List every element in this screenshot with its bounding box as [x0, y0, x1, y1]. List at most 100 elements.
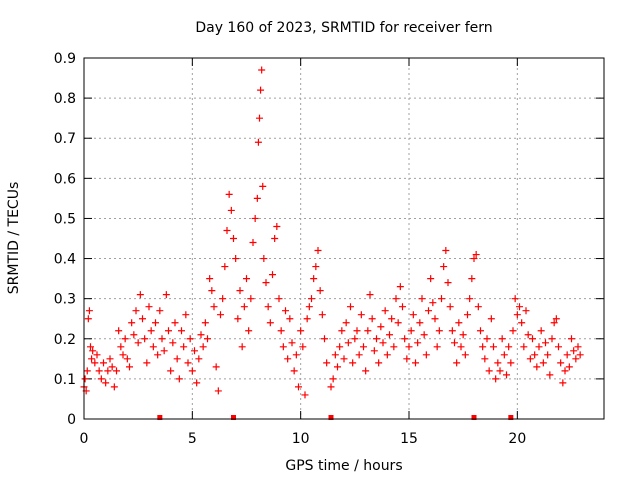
x-tick-label: 20	[508, 431, 526, 447]
data-point	[362, 367, 370, 375]
plot-frame	[83, 57, 605, 420]
data-point	[269, 271, 276, 279]
data-point	[516, 303, 523, 311]
y-tick-label: 0.2	[54, 332, 76, 348]
data-point	[230, 235, 237, 242]
data-point	[572, 355, 580, 363]
chart-title: Day 160 of 2023, SRMTID for receiver fer…	[195, 20, 492, 36]
data-point	[303, 315, 311, 323]
data-point	[108, 363, 116, 371]
x-tick-label: 10	[292, 431, 310, 447]
data-point	[156, 307, 164, 315]
data-point	[438, 295, 445, 303]
data-point	[84, 315, 92, 323]
data-point	[427, 275, 435, 283]
data-point	[290, 367, 298, 375]
data-point	[451, 339, 458, 347]
data-point	[468, 275, 476, 283]
data-point	[563, 351, 571, 359]
data-point	[529, 335, 536, 343]
data-point	[513, 311, 521, 319]
y-tick-label: 0.7	[54, 131, 76, 147]
data-point	[245, 327, 253, 335]
data-point	[295, 383, 302, 391]
data-point	[221, 263, 229, 271]
data-point	[299, 343, 307, 351]
data-point	[331, 351, 339, 359]
data-point	[180, 343, 188, 351]
data-point	[102, 379, 110, 387]
data-point	[418, 295, 426, 303]
data-point	[570, 347, 578, 355]
data-point	[162, 291, 170, 299]
data-point	[537, 327, 545, 335]
data-point	[366, 291, 374, 299]
data-point	[405, 343, 413, 351]
data-point	[251, 214, 259, 222]
data-point	[464, 311, 471, 319]
gap-marker	[231, 415, 236, 420]
data-point	[89, 347, 97, 355]
data-point	[318, 311, 326, 319]
gap-marker	[328, 415, 334, 420]
data-point	[455, 319, 463, 327]
data-point	[210, 303, 218, 311]
data-point	[240, 303, 248, 311]
data-point	[453, 359, 461, 367]
data-point	[188, 367, 196, 375]
data-point	[134, 339, 142, 347]
data-point	[191, 347, 198, 355]
y-tick-label: 0.4	[54, 252, 76, 268]
data-point	[474, 303, 482, 311]
data-point	[91, 359, 99, 367]
data-point	[500, 351, 508, 359]
data-point	[353, 327, 361, 335]
data-point	[518, 319, 526, 327]
data-point	[544, 351, 552, 359]
data-point	[154, 351, 162, 359]
data-point	[550, 319, 558, 327]
data-point	[399, 303, 406, 311]
y-tick-label: 0.8	[54, 91, 76, 107]
data-point	[165, 327, 172, 335]
data-point	[334, 363, 341, 371]
data-point	[85, 307, 93, 315]
data-point	[448, 327, 456, 335]
data-point	[542, 339, 549, 347]
data-point	[254, 138, 262, 146]
data-point	[87, 343, 94, 351]
data-point	[485, 367, 493, 375]
data-point	[158, 335, 166, 343]
data-point	[199, 343, 207, 351]
data-point	[526, 355, 534, 363]
data-point	[171, 319, 179, 327]
data-point	[260, 255, 268, 263]
data-point	[284, 355, 292, 363]
data-point	[136, 291, 144, 299]
data-point	[119, 351, 127, 359]
data-point	[178, 327, 185, 335]
data-point	[225, 190, 233, 198]
data-point	[117, 343, 125, 351]
x-tick-label: 5	[188, 431, 197, 447]
data-point	[297, 327, 305, 335]
data-point	[422, 351, 430, 359]
data-point	[357, 311, 365, 319]
data-point	[149, 343, 157, 351]
data-point	[208, 287, 216, 295]
data-point	[355, 351, 363, 359]
data-point	[535, 343, 543, 351]
x-axis-label: GPS time / hours	[285, 458, 402, 474]
data-point	[160, 347, 168, 355]
data-point	[461, 351, 469, 359]
data-point	[503, 371, 510, 379]
data-point	[169, 339, 177, 347]
data-point	[310, 275, 318, 283]
data-point	[232, 255, 240, 263]
data-point	[104, 367, 112, 375]
data-point	[271, 235, 279, 242]
data-point	[557, 359, 565, 367]
data-point	[121, 335, 129, 343]
data-point	[552, 315, 560, 323]
data-point	[195, 355, 203, 363]
